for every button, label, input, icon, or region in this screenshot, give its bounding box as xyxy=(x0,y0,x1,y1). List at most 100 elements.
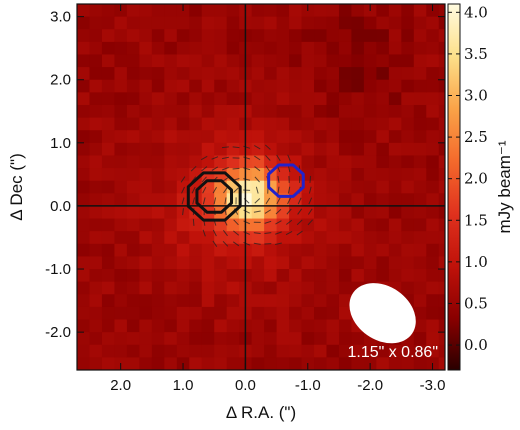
polarization-vector xyxy=(243,167,251,171)
heatmap-cell xyxy=(413,92,427,106)
heatmap-cell xyxy=(276,332,290,346)
heatmap-cell xyxy=(164,130,178,144)
heatmap-cell xyxy=(438,16,445,30)
heatmap-cell xyxy=(201,104,215,119)
polarization-vector xyxy=(296,219,303,226)
heatmap-cell xyxy=(89,54,103,68)
heatmap-cell xyxy=(226,155,240,169)
heatmap-cell xyxy=(338,269,353,283)
heatmap-cell xyxy=(388,54,402,68)
polarization-vector xyxy=(201,166,208,172)
heatmap-cell xyxy=(151,180,165,194)
heatmap-cell xyxy=(214,332,228,346)
heatmap-cell xyxy=(276,205,290,220)
heatmap-cell xyxy=(189,4,203,18)
heatmap-cell xyxy=(426,180,440,194)
heatmap-cell xyxy=(301,218,315,232)
heatmap-cell xyxy=(326,16,340,30)
heatmap-cell xyxy=(214,193,228,207)
heatmap-cell xyxy=(114,142,128,157)
heatmap-cell xyxy=(264,41,278,56)
heatmap-cell xyxy=(126,281,140,295)
heatmap-cell xyxy=(101,54,116,68)
polarization-vector xyxy=(181,197,185,205)
heatmap-cell xyxy=(201,155,215,169)
heatmap-cell xyxy=(338,67,353,81)
x-axis-ticks: 2.0 1.0 0.0 -1.0 -2.0 -3.0 xyxy=(110,4,445,394)
heatmap-cell xyxy=(426,54,440,68)
heatmap-cell xyxy=(164,155,178,169)
heatmap-cell xyxy=(338,4,353,18)
heatmap-cell xyxy=(114,155,128,169)
heatmap-cell xyxy=(426,256,440,270)
heatmap-cell xyxy=(389,370,402,383)
x-tick-label: 2.0 xyxy=(110,377,131,394)
heatmap-cell xyxy=(164,243,178,258)
heatmap-cell xyxy=(164,104,178,119)
heatmap-cell xyxy=(176,180,190,194)
polarization-vector xyxy=(233,219,239,226)
heatmap-cell xyxy=(426,243,440,258)
heatmap-cell xyxy=(276,54,290,68)
heatmap-cell xyxy=(338,79,353,93)
heatmap-cell xyxy=(214,16,228,30)
heatmap-cell xyxy=(314,180,328,194)
heatmap-cell xyxy=(413,16,427,30)
heatmap-cell xyxy=(376,193,390,207)
heatmap-cell xyxy=(276,117,290,131)
heatmap-cell xyxy=(251,41,265,56)
heatmap-cell xyxy=(264,16,278,30)
beam-shape xyxy=(349,283,416,344)
heatmap-cell xyxy=(89,117,103,131)
heatmap-cell xyxy=(114,130,128,144)
heatmap-cell xyxy=(164,4,178,18)
heatmap-cell xyxy=(176,319,190,333)
heatmap-cell xyxy=(401,344,415,358)
heatmap-cell xyxy=(214,306,228,321)
heatmap-cell xyxy=(401,357,415,370)
polarization-vector xyxy=(297,197,302,205)
heatmap-cell xyxy=(89,155,103,169)
heatmap-cell xyxy=(139,357,153,370)
heatmap-cell xyxy=(289,92,303,106)
heatmap-cell xyxy=(77,104,78,119)
heatmap-cell xyxy=(164,205,178,220)
heatmap-cell xyxy=(101,243,116,258)
heatmap-cell xyxy=(77,117,78,131)
heatmap-cell xyxy=(401,54,415,68)
heatmap-cell xyxy=(251,155,265,169)
x-tick-label: 0.0 xyxy=(235,377,256,394)
heatmap-cell xyxy=(326,357,340,370)
polarization-vector xyxy=(265,155,271,161)
heatmap-cell xyxy=(114,41,128,56)
heatmap-cell xyxy=(276,130,290,144)
heatmap-cell xyxy=(438,104,445,119)
polarization-vector xyxy=(264,220,272,224)
heatmap-cell xyxy=(351,256,365,270)
heatmap-cell xyxy=(413,155,427,169)
heatmap-cell xyxy=(351,16,365,30)
heatmap-cell xyxy=(388,269,402,283)
polarization-vector xyxy=(224,197,227,205)
heatmap-cell xyxy=(139,54,153,68)
heatmap-cell xyxy=(326,92,340,106)
heatmap-cell xyxy=(438,306,445,321)
heatmap-cell xyxy=(338,104,353,119)
heatmap-cell xyxy=(214,29,228,43)
heatmap-cell xyxy=(77,92,91,106)
heatmap-cell xyxy=(289,79,303,93)
heatmap-cell xyxy=(264,231,278,245)
heatmap-cell xyxy=(376,92,390,106)
polarization-vector xyxy=(254,155,261,161)
polarization-vector xyxy=(190,165,197,172)
heatmap-cell xyxy=(363,155,377,169)
heatmap-cell xyxy=(101,218,116,232)
heatmap-cell xyxy=(301,67,315,81)
heatmap-cell xyxy=(388,79,402,93)
heatmap-cell xyxy=(77,67,91,81)
colorbar-tick-label: 3.5 xyxy=(464,45,488,63)
heatmap-cell xyxy=(126,67,140,81)
heatmap-cell xyxy=(426,294,440,308)
heatmap-cell xyxy=(89,218,103,232)
polarization-vector xyxy=(243,220,250,225)
